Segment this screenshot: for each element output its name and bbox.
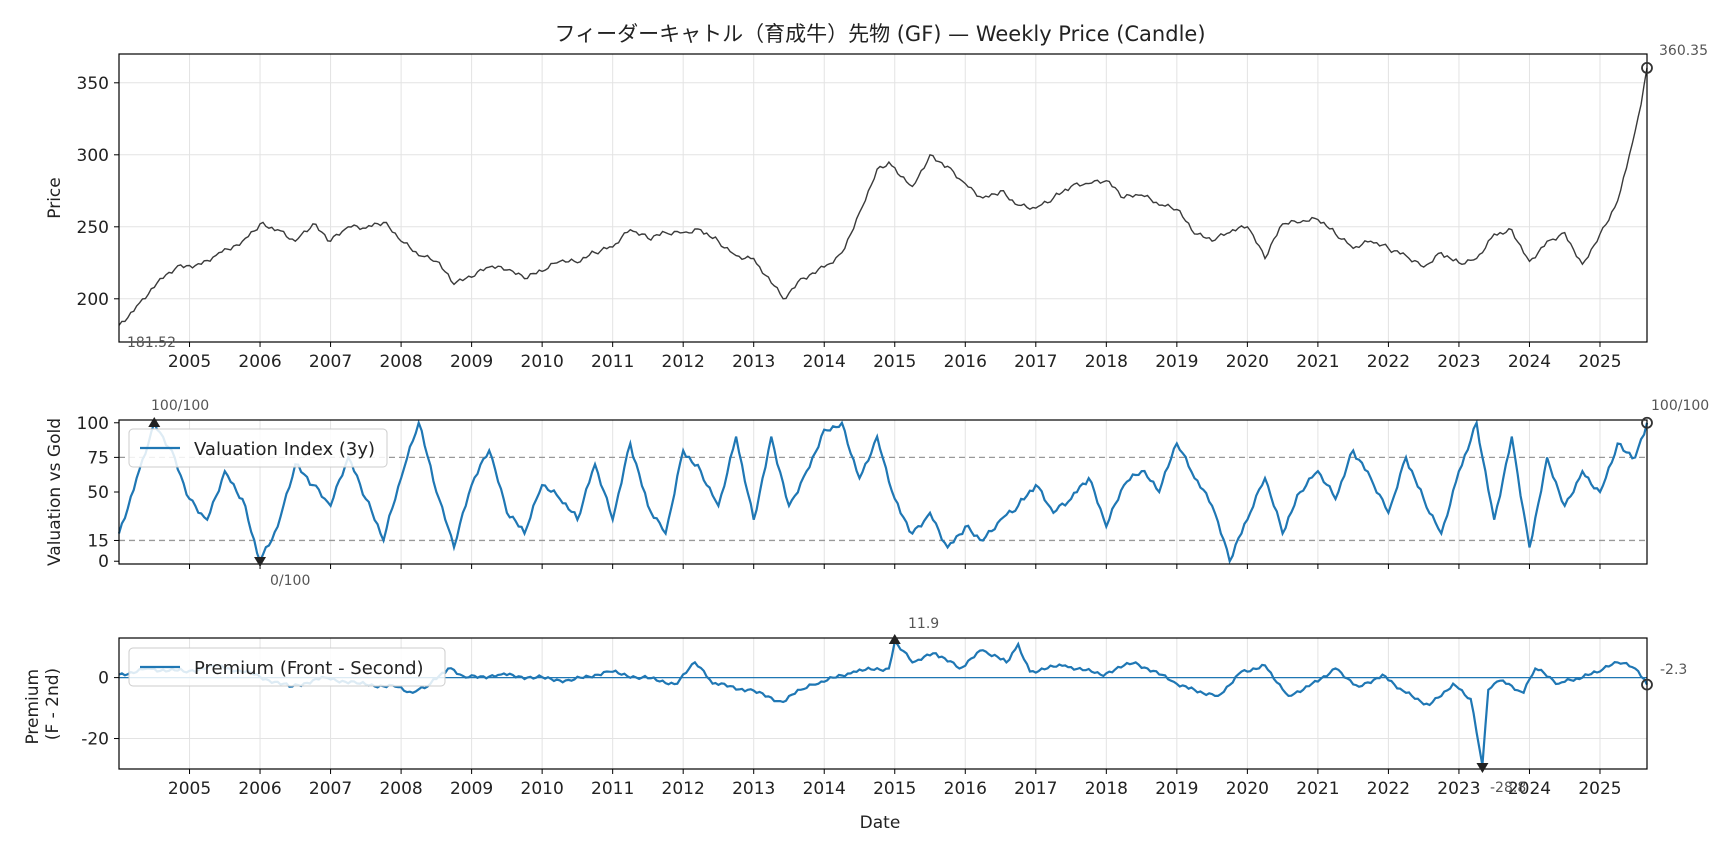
x-tick-label-2009: 2009: [450, 779, 493, 799]
x-tick-label-2018: 2018: [1085, 779, 1128, 799]
valuation-max-marker: [148, 417, 161, 427]
y-tick-label-50: 50: [87, 483, 109, 503]
x-tick-label-2022: 2022: [1367, 352, 1410, 372]
price-ticks: 2005 2006 2007 2008 2009 2010 2011 2012 2013 2014…: [77, 74, 1622, 372]
x-tick-label-2016: 2016: [944, 352, 987, 372]
price-gridlines: [119, 54, 1647, 342]
price-last-point-marker: [1641, 61, 1653, 74]
x-tick-label-2010: 2010: [521, 352, 564, 372]
x-tick-label-2023: 2023: [1437, 352, 1480, 372]
price-min-label: 181.52: [127, 335, 176, 351]
x-tick-label-2021: 2021: [1296, 352, 1339, 372]
premium-max-label: 11.9: [908, 616, 939, 632]
premium-y-axis-label: Premium (F - 2nd): [23, 663, 63, 744]
x-tick-label-2015: 2015: [873, 352, 916, 372]
x-tick-label-2013: 2013: [732, 352, 775, 372]
x-tick-label-2010: 2010: [521, 779, 564, 799]
x-tick-label-2011: 2011: [591, 352, 634, 372]
premium-last-point-marker: [1641, 678, 1653, 691]
y-tick-label-75: 75: [87, 448, 109, 468]
x-tick-label-2025: 2025: [1578, 352, 1621, 372]
price-y-axis-label: Price: [45, 177, 65, 218]
chart-title: フィーダーキャトル（育成牛）先物 (GF) — Weekly Price (Ca…: [554, 22, 1205, 46]
x-tick-label-2022: 2022: [1367, 779, 1410, 799]
x-tick-label-2005: 2005: [168, 352, 211, 372]
valuation-min-label: 0/100: [270, 573, 310, 589]
x-tick-label-2017: 2017: [1014, 352, 1057, 372]
x-tick-label-2006: 2006: [238, 779, 281, 799]
x-tick-label-2019: 2019: [1155, 352, 1198, 372]
premium-panel: 2005 2006 2007 2008 2009 2010 2011 2012 2013 2014…: [23, 616, 1687, 833]
valuation-ticks: 015 50 75 100: [77, 414, 1601, 572]
x-tick-label-2007: 2007: [309, 352, 352, 372]
valuation-legend-box: [128, 428, 388, 468]
premium-max-marker: [888, 634, 901, 644]
x-tick-label-2007: 2007: [309, 779, 352, 799]
x-tick-label-2017: 2017: [1014, 779, 1057, 799]
valuation-last-label: 100/100: [1651, 398, 1709, 414]
premium-y-axis-label-line-1: Premium: [23, 669, 43, 745]
valuation-min-marker: [254, 557, 267, 567]
x-tick-label-2006: 2006: [238, 352, 281, 372]
valuation-panel: 015 50 75 100 Valuation vs Gold Valuation I…: [45, 398, 1709, 589]
x-tick-label-2005: 2005: [168, 779, 211, 799]
premium-y-axis-label-line-2: (F - 2nd): [43, 668, 63, 740]
x-tick-label-2012: 2012: [662, 779, 705, 799]
premium-last-label: -2.3: [1660, 662, 1687, 678]
premium-axes-frame: [118, 637, 1648, 770]
y-tick-label-0: 0: [98, 552, 109, 572]
valuation-gridlines: [189, 420, 1601, 564]
x-tick-label-2025: 2025: [1578, 779, 1621, 799]
premium-ticks: 2005 2006 2007 2008 2009 2010 2011 2012 2013 2014…: [81, 669, 1621, 799]
x-tick-label-2020: 2020: [1226, 779, 1269, 799]
x-tick-label-2014: 2014: [803, 352, 846, 372]
x-tick-label-2011: 2011: [591, 779, 634, 799]
y-tick-label--20: -20: [81, 730, 109, 750]
price-panel: 2005 2006 2007 2008 2009 2010 2011 2012 2013 2014…: [45, 43, 1708, 372]
x-tick-label-2014: 2014: [803, 779, 846, 799]
y-tick-label-0: 0: [98, 669, 109, 689]
x-tick-label-2016: 2016: [944, 779, 987, 799]
valuation-legend: Valuation Index (3y): [128, 428, 388, 468]
valuation-y-axis-label: Valuation vs Gold: [45, 418, 65, 566]
x-tick-label-2024: 2024: [1508, 779, 1551, 799]
valuation-series-line: [117, 419, 1649, 565]
y-tick-label-250: 250: [77, 218, 109, 238]
x-tick-label-2008: 2008: [379, 352, 422, 372]
price-series-line: [118, 67, 1648, 326]
premium-min-marker: [1476, 763, 1489, 773]
premium-min-label: -28.8: [1490, 780, 1526, 796]
valuation-legend-label: Valuation Index (3y): [194, 439, 375, 460]
valuation-last-point-marker: [1641, 416, 1653, 429]
x-tick-label-2020: 2020: [1226, 352, 1269, 372]
y-tick-label-350: 350: [77, 74, 109, 94]
y-tick-label-300: 300: [77, 146, 109, 166]
x-tick-label-2015: 2015: [873, 779, 916, 799]
x-tick-label-2012: 2012: [662, 352, 705, 372]
premium-legend-box: [128, 647, 446, 687]
x-tick-label-2013: 2013: [732, 779, 775, 799]
valuation-max-label: 100/100: [151, 398, 209, 414]
x-tick-label-2024: 2024: [1508, 352, 1551, 372]
x-tick-label-2008: 2008: [379, 779, 422, 799]
x-tick-label-2019: 2019: [1155, 779, 1198, 799]
price-axes-frame: [118, 53, 1648, 343]
price-max-label: 360.35: [1659, 43, 1708, 59]
premium-x-axis-label: Date: [860, 813, 901, 833]
y-tick-label-200: 200: [77, 290, 109, 310]
x-tick-label-2018: 2018: [1085, 352, 1128, 372]
x-tick-label-2021: 2021: [1296, 779, 1339, 799]
x-tick-label-2023: 2023: [1437, 779, 1480, 799]
x-tick-label-2009: 2009: [450, 352, 493, 372]
y-tick-label-100: 100: [77, 414, 109, 434]
premium-legend-label: Premium (Front - Second): [194, 658, 424, 679]
premium-legend: Premium (Front - Second): [128, 647, 446, 687]
y-tick-label-15: 15: [87, 531, 109, 551]
